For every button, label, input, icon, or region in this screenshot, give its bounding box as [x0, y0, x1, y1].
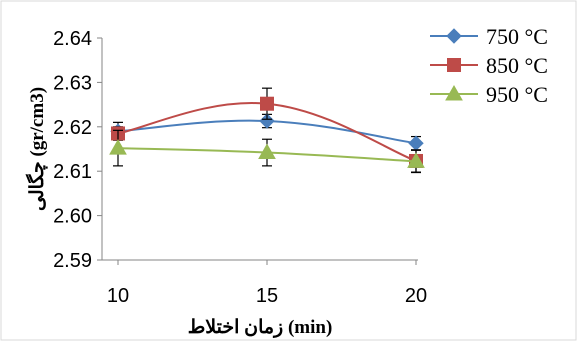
- y-tick-label: 2.59: [53, 250, 92, 272]
- x-tick-label: 15: [256, 285, 278, 307]
- y-tick-label: 2.61: [53, 161, 92, 183]
- legend-marker: [446, 28, 462, 44]
- y-tick-label: 2.62: [53, 117, 92, 139]
- data-point: [109, 139, 127, 155]
- legend-label: 850 °C: [486, 53, 548, 78]
- data-point: [258, 143, 276, 160]
- legend-item: 950 °C: [430, 82, 548, 107]
- legend-item: 850 °C: [430, 53, 548, 78]
- series-triangle: [109, 129, 425, 174]
- legend-label: 750 °C: [486, 24, 548, 49]
- legend-label: 950 °C: [486, 82, 548, 107]
- legend-marker: [447, 58, 461, 72]
- legend-marker: [445, 84, 463, 101]
- x-tick-label: 10: [107, 285, 129, 307]
- x-tick-label: 20: [405, 285, 427, 307]
- y-tick-label: 2.60: [53, 206, 92, 228]
- legend: 750 °C 850 °C 950 °C: [430, 24, 548, 107]
- y-tick-label: 2.63: [53, 72, 92, 94]
- y-tick-label: 2.64: [53, 28, 92, 50]
- data-point: [407, 152, 425, 168]
- legend-item: 750 °C: [430, 24, 548, 49]
- x-axis-title: زمان اختلاط (min): [188, 317, 333, 338]
- y-axis-title: چگالی (gr/cm3): [25, 87, 48, 211]
- data-point: [260, 96, 274, 111]
